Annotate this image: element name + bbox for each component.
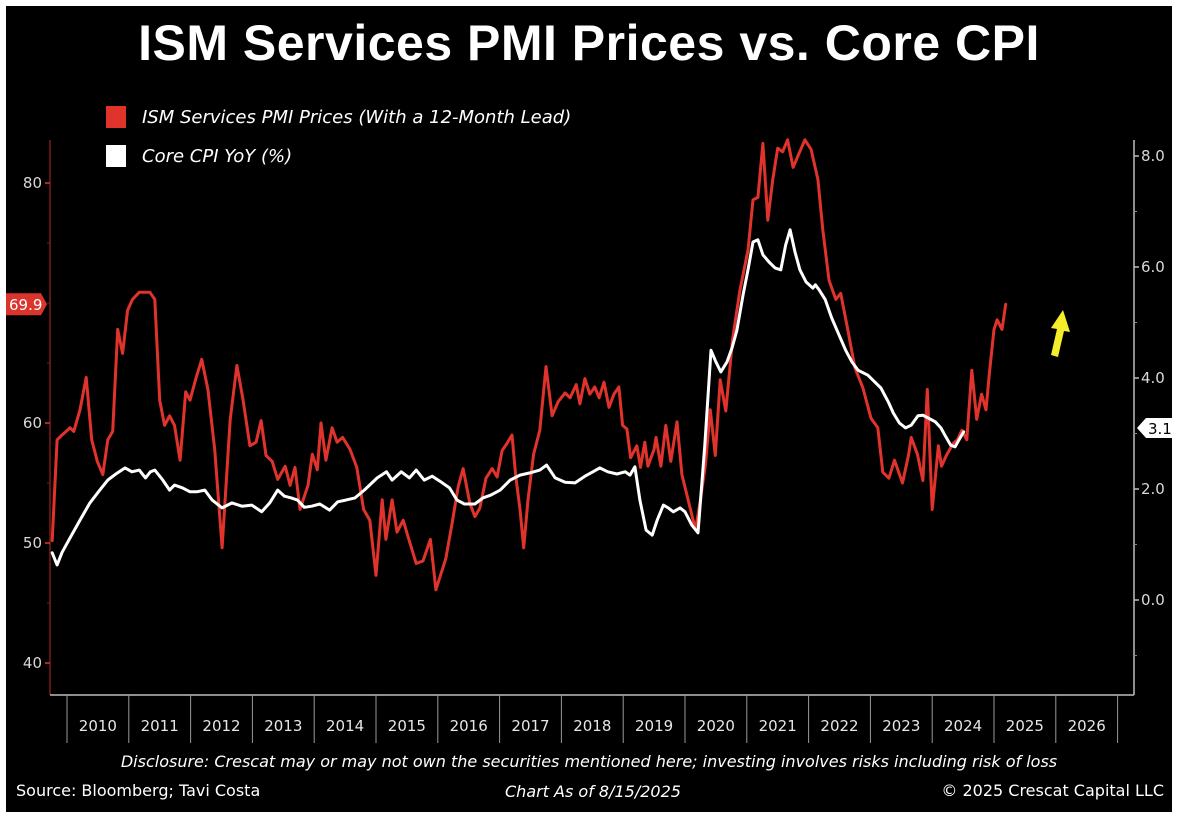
x-tick-label: 2021 <box>759 717 797 735</box>
x-tick-label: 2017 <box>511 717 549 735</box>
x-tick-label: 2020 <box>697 717 735 735</box>
right-tick-label: 4.0 <box>1141 369 1165 387</box>
x-tick-label: 2025 <box>1006 717 1044 735</box>
copyright-text: © 2025 Crescat Capital LLC <box>941 781 1164 800</box>
x-tick-label: 2024 <box>944 717 982 735</box>
x-tick-label: 2012 <box>202 717 240 735</box>
left-tick-label: 60 <box>23 414 42 432</box>
chart-date-text: Chart As of 8/15/2025 <box>505 782 681 801</box>
x-tick-label: 2026 <box>1068 717 1106 735</box>
up-arrow-icon <box>1051 310 1070 357</box>
left-tick-label: 50 <box>23 534 42 552</box>
right-last-value-label: 3.1 <box>1148 420 1172 438</box>
x-tick-label: 2019 <box>635 717 673 735</box>
disclosure-text: Disclosure: Crescat may or may not own t… <box>120 752 1058 771</box>
x-tick-label: 2010 <box>79 717 117 735</box>
left-tick-label: 40 <box>23 654 42 672</box>
x-tick-label: 2018 <box>573 717 611 735</box>
series-group <box>50 138 1008 592</box>
legend-item-ism-prices: ISM Services PMI Prices (With a 12-Month… <box>106 106 571 128</box>
axes: 40 50 60 80 0.0 2.0 4.0 6.0 8.0 2010 2011 2012 2013 2… <box>23 140 1165 743</box>
legend-item-core-cpi: Core CPI YoY (%) <box>106 145 292 167</box>
x-tick-label: 2015 <box>388 717 426 735</box>
left-last-value-tag <box>6 293 47 316</box>
x-tick-label: 2016 <box>450 717 488 735</box>
right-last-value-tag <box>1137 417 1172 438</box>
x-tick-label: 2013 <box>264 717 302 735</box>
left-last-value-label: 69.9 <box>9 296 42 314</box>
x-tick-label: 2023 <box>882 717 920 735</box>
left-tick-label: 80 <box>23 174 42 192</box>
legend-swatch-white <box>106 145 126 167</box>
legend-label-core-cpi: Core CPI YoY (%) <box>142 145 293 167</box>
labels-group: 69.9 3.1 <box>6 293 1172 438</box>
source-text: Source: Bloomberg; Tavi Costa <box>16 781 261 800</box>
right-tick-label: 8.0 <box>1141 147 1165 165</box>
legend-swatch-red <box>106 106 126 128</box>
series-line-ism-prices <box>50 138 1008 592</box>
x-tick-label: 2022 <box>820 717 858 735</box>
right-tick-label: 2.0 <box>1141 480 1165 498</box>
chart-title: ISM Services PMI Prices vs. Core CPI <box>138 15 1040 71</box>
series-line-core-cpi <box>50 228 966 567</box>
right-tick-label: 6.0 <box>1141 258 1165 276</box>
x-tick-label: 2011 <box>141 717 179 735</box>
legend-label-ism-prices: ISM Services PMI Prices (With a 12-Month… <box>142 106 572 128</box>
x-tick-label: 2014 <box>326 717 364 735</box>
right-tick-label: 0.0 <box>1141 591 1165 609</box>
